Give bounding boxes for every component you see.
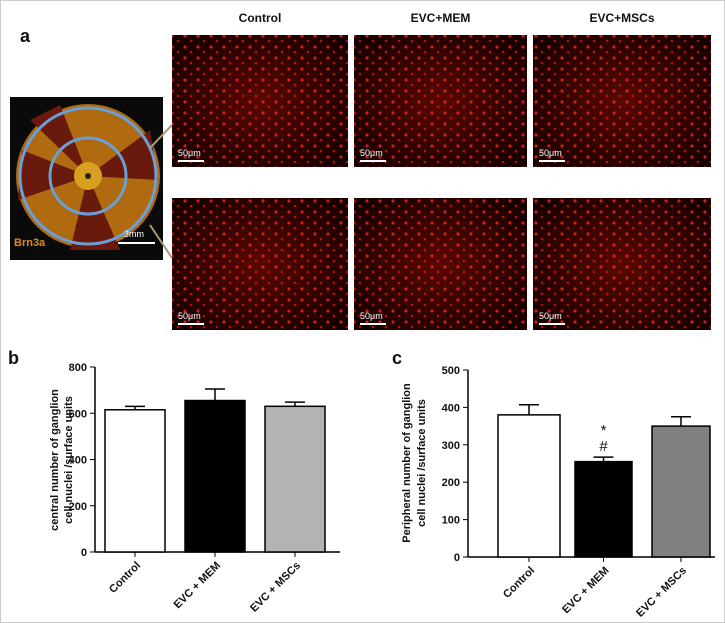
- y-tick-label: 400: [69, 455, 87, 467]
- scale-bar-label: 50μm: [539, 148, 562, 158]
- column-header: EVC+MSCs: [589, 11, 654, 25]
- connector: [149, 124, 173, 149]
- annotation: #: [599, 438, 608, 455]
- y-tick-label: 500: [442, 365, 460, 377]
- cell-nuclei: [533, 35, 711, 167]
- y-axis-label: Peripheral number of ganglion: [401, 383, 413, 543]
- bar: [574, 460, 633, 558]
- x-tick-label: EVC + MEM: [560, 565, 611, 616]
- retina-image: [10, 97, 163, 260]
- retina-scale-label: 3mm: [124, 229, 144, 239]
- stain-label: Brn3a: [14, 237, 46, 249]
- x-tick-label: Control: [501, 565, 537, 601]
- y-tick-label: 0: [454, 552, 460, 564]
- bar: [651, 425, 711, 558]
- y-tick-label: 300: [442, 440, 460, 452]
- connector: [149, 224, 173, 259]
- x-tick-label: EVC + MSCs: [634, 565, 689, 620]
- micrographs: Control 50μm 50μm EVC+MEM 50μm 50μm EVC+MSCs 50…: [172, 11, 711, 330]
- panel-label: b: [8, 348, 19, 368]
- y-tick-label: 200: [69, 501, 87, 513]
- cell-nuclei: [533, 198, 711, 330]
- cell-nuclei: [172, 35, 348, 167]
- bar: [264, 405, 326, 553]
- scale-bar-label: 50μm: [360, 311, 383, 321]
- y-tick-label: 400: [442, 402, 460, 414]
- y-axis-label: cell nuclei /surface units: [63, 396, 75, 524]
- cell-nuclei: [172, 198, 348, 330]
- cell-nuclei: [354, 35, 527, 167]
- y-tick-label: 0: [81, 547, 87, 559]
- y-tick-label: 600: [69, 408, 87, 420]
- panel-label: c: [392, 348, 402, 368]
- panel-label: a: [20, 26, 31, 46]
- x-tick-label: EVC + MSCs: [248, 560, 303, 615]
- bar: [184, 399, 246, 553]
- y-tick-label: 800: [69, 362, 87, 374]
- scale-bar-label: 50μm: [178, 311, 201, 321]
- y-tick-label: 200: [442, 477, 460, 489]
- column-header: EVC+MEM: [411, 11, 471, 25]
- y-axis-label: central number of ganglion: [49, 389, 61, 531]
- bar: [497, 414, 561, 558]
- y-axis-label: cell nuclei /surface units: [416, 399, 428, 527]
- scale-bar-label: 50μm: [178, 148, 201, 158]
- column-header: Control: [239, 11, 282, 25]
- scale-bar-label: 50μm: [360, 148, 383, 158]
- scale-bar-label: 50μm: [539, 311, 562, 321]
- annotation: *: [601, 422, 607, 439]
- x-tick-label: Control: [107, 560, 143, 596]
- cell-nuclei: [354, 198, 527, 330]
- y-tick-label: 100: [442, 515, 460, 527]
- bar: [104, 409, 166, 553]
- x-tick-label: EVC + MEM: [172, 560, 223, 611]
